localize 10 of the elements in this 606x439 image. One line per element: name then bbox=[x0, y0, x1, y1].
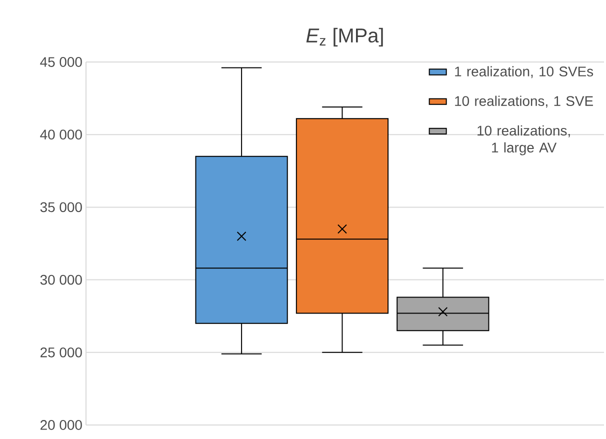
y-tick-label: 45 000 bbox=[40, 57, 82, 67]
legend-label: 10 realizations, 1 SVE bbox=[455, 96, 593, 108]
y-tick-label: 30 000 bbox=[40, 274, 82, 285]
y-tick-label: 35 000 bbox=[40, 202, 82, 212]
y-tick-label: 25 000 bbox=[40, 347, 82, 358]
y-tick-label: 40 000 bbox=[40, 130, 82, 140]
chart-title: E$_{z}$ [MPa] bbox=[306, 28, 383, 47]
legend-label: 1 realization, 10 SVEs bbox=[455, 66, 594, 78]
legend-label: 10 realizations, 1 large AV bbox=[478, 125, 570, 156]
y-tick-label: 20 000 bbox=[40, 420, 82, 430]
